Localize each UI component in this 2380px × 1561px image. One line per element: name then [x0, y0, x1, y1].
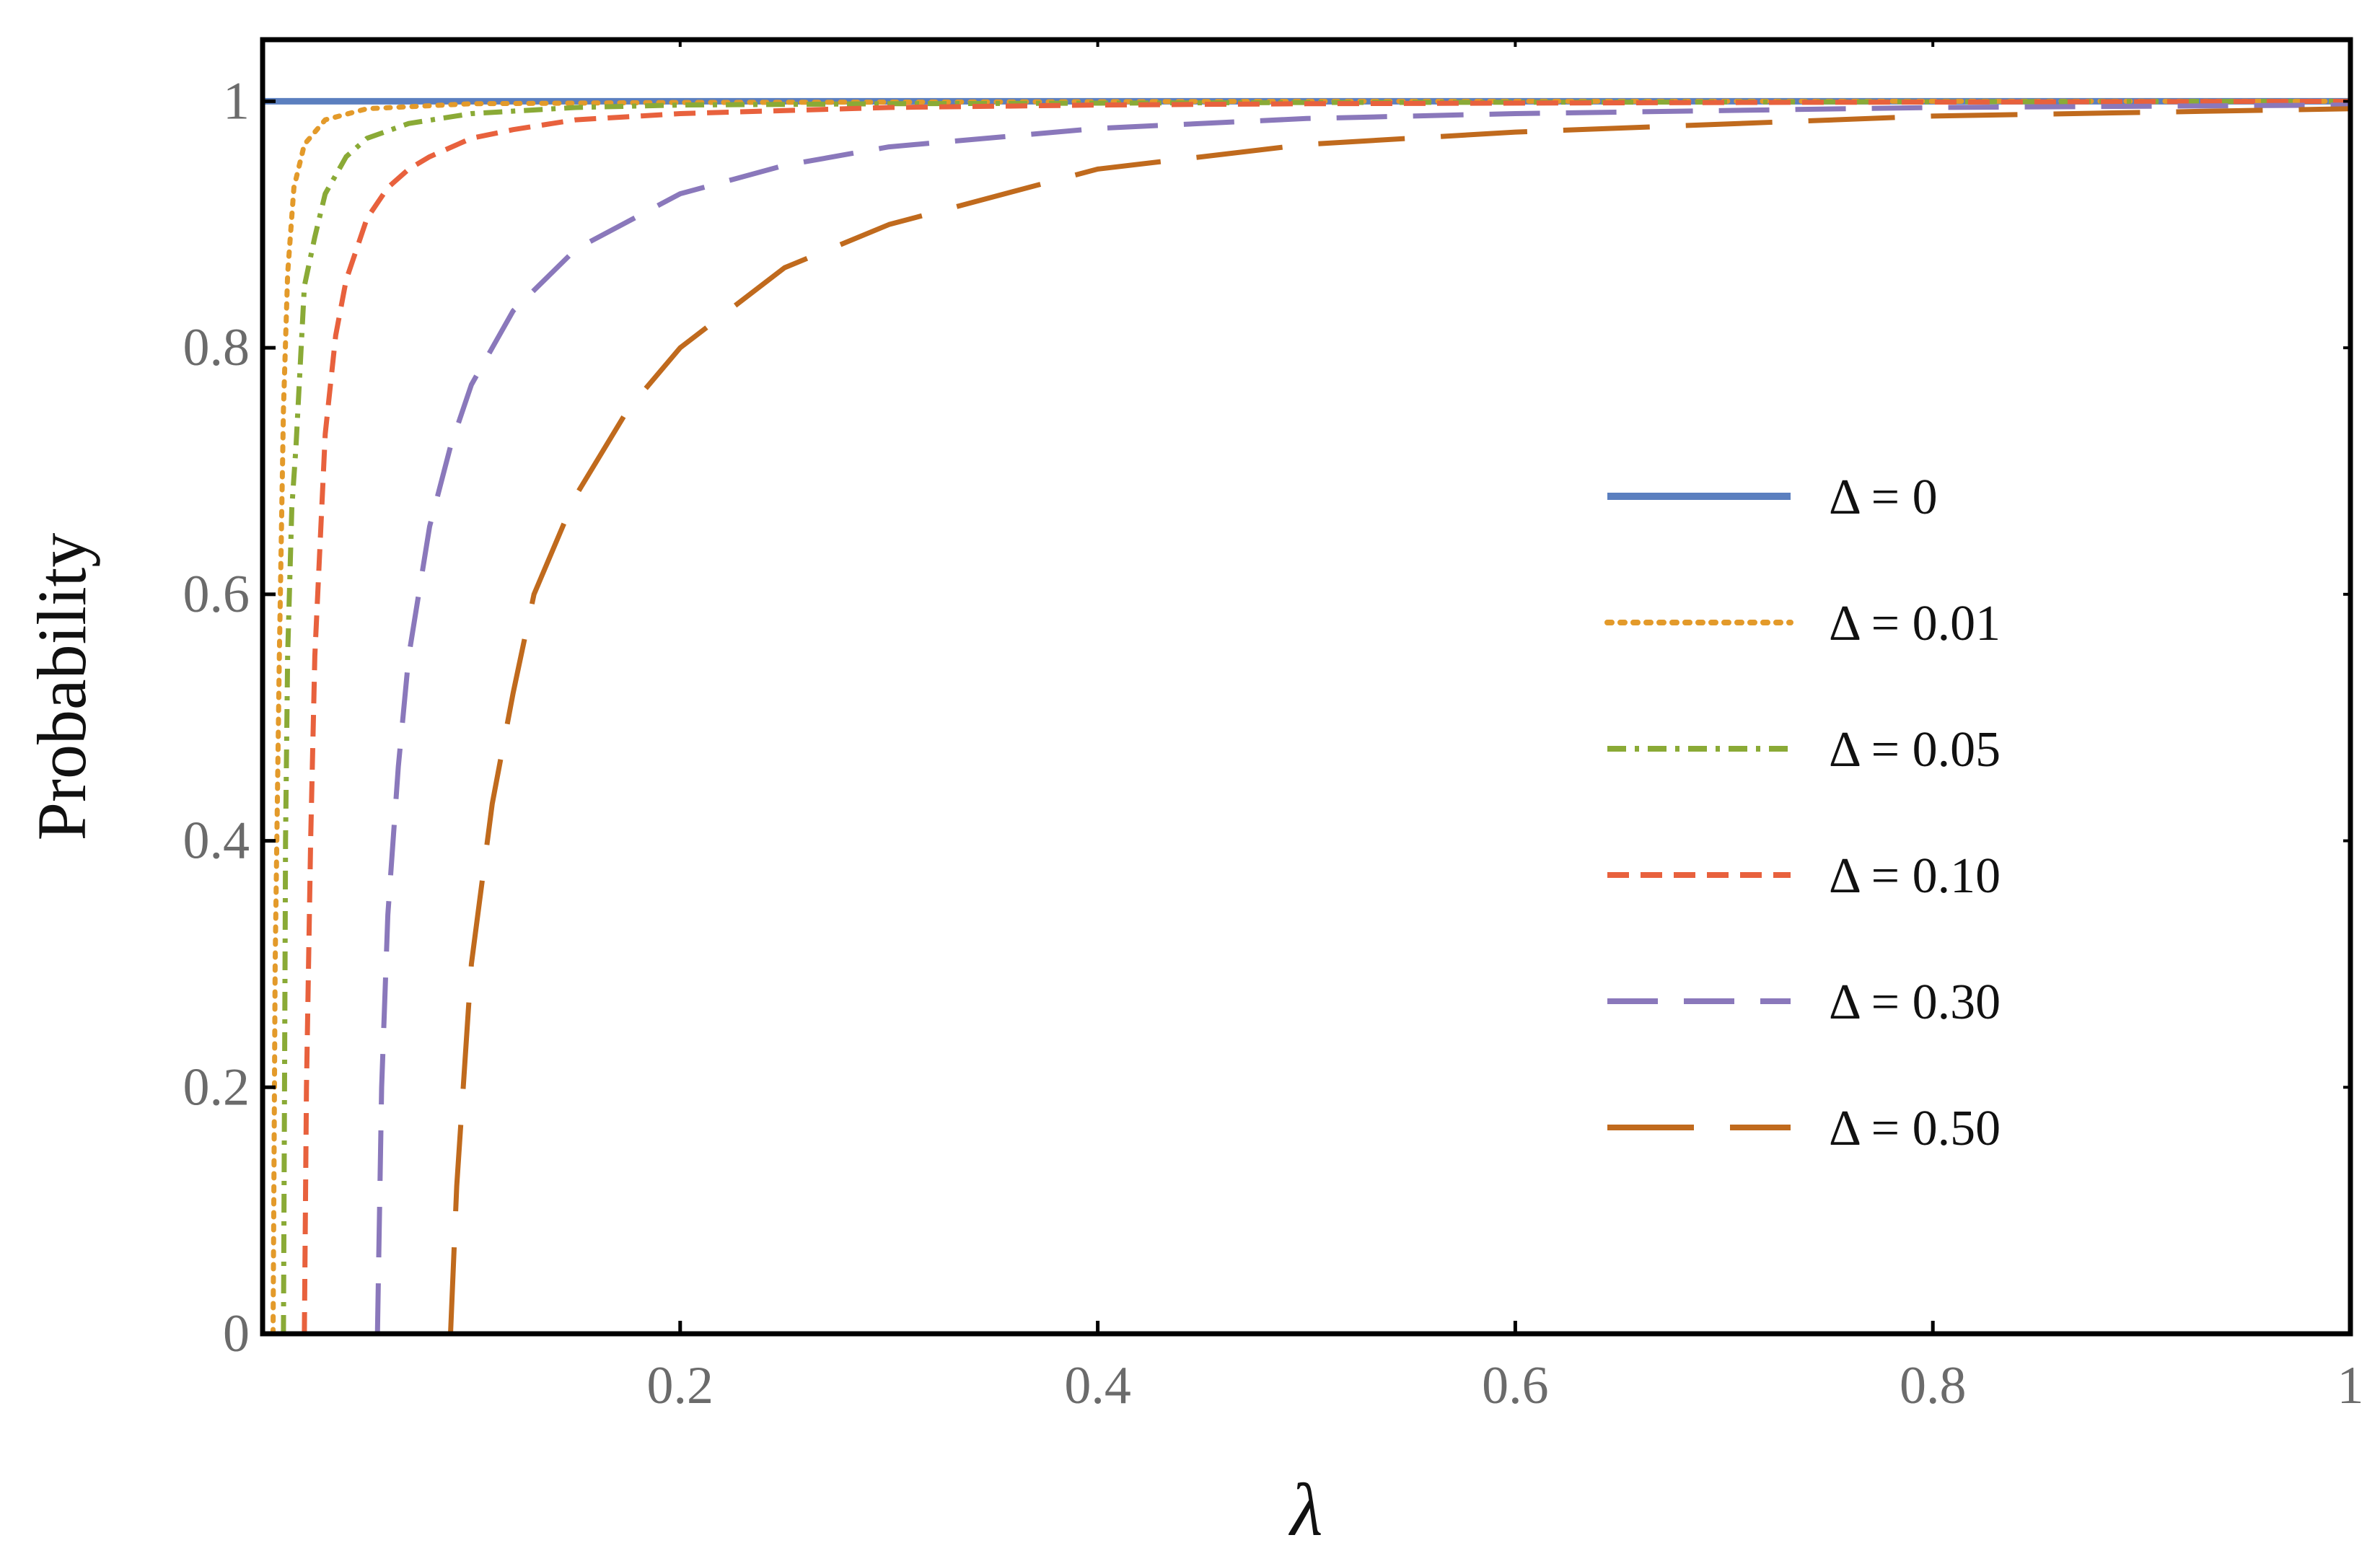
x-tick-label: 1: [2337, 1356, 2364, 1415]
y-tick-label: 0.8: [183, 318, 250, 377]
legend-label-1: Δ = 0.01: [1829, 596, 2001, 651]
legend-label-5: Δ = 0.50: [1829, 1101, 2001, 1156]
x-tick-label: 0.6: [1482, 1356, 1549, 1415]
x-tick-label: 0.8: [1900, 1356, 1967, 1415]
x-tick-label: 0.2: [647, 1356, 714, 1415]
plot-frame: [260, 37, 2353, 1337]
y-tick-label: 0.4: [183, 812, 250, 871]
y-axis-title: Probability: [23, 533, 100, 841]
legend-label-0: Δ = 0: [1829, 470, 1938, 525]
legend: Δ = 0 Δ = 0.01 Δ = 0.05 Δ = 0.10 Δ = 0.30 Δ =…: [1604, 470, 2001, 1156]
legend-label-4: Δ = 0.30: [1829, 975, 2001, 1030]
series-line-1: [271, 98, 2353, 1337]
x-axis-title: λ: [1288, 1469, 1322, 1552]
y-tick-label: 0: [223, 1304, 250, 1363]
series-line-3: [302, 98, 2351, 1334]
x-tick-label: 0.4: [1064, 1356, 1131, 1415]
legend-label-2: Δ = 0.05: [1829, 722, 2001, 778]
y-tick-label: 0.2: [183, 1057, 250, 1117]
series-line-2: [281, 98, 2351, 1334]
legend-label-3: Δ = 0.10: [1829, 848, 2001, 904]
series-layer: [263, 97, 2353, 1337]
tick-layer: 0.2 0.4 0.6 0.8 1 0 0.2 0.4 0.6 0.8 1: [183, 40, 2364, 1415]
series-line-5: [448, 106, 2351, 1334]
y-tick-label: 0.6: [183, 565, 250, 624]
y-tick-label: 1: [223, 71, 250, 131]
series-line-4: [374, 102, 2351, 1334]
